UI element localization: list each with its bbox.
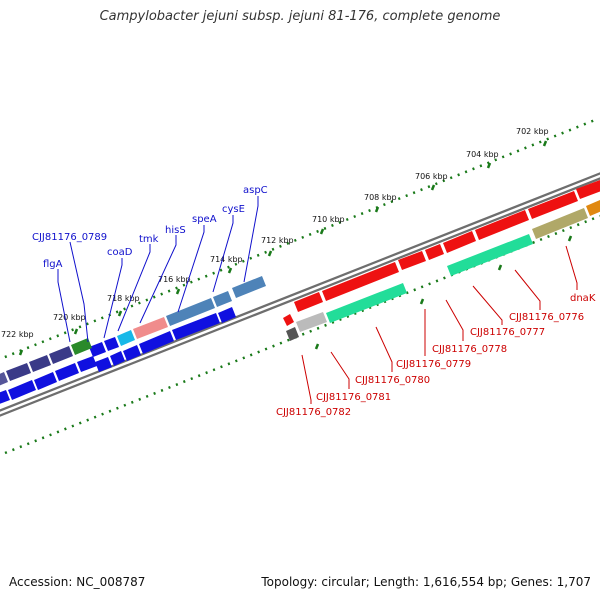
gene-arrow[interactable] — [0, 390, 10, 406]
accession-text: Accession: NC_008787 — [9, 575, 146, 589]
kbp-label: 706 kbp — [415, 172, 448, 181]
gene-label-spea[interactable]: speA — [192, 214, 217, 225]
gene-upstream-2[interactable] — [29, 355, 51, 372]
gene-hiss[interactable] — [133, 317, 168, 339]
gene-label-dnak[interactable]: dnaK — [570, 293, 596, 304]
gene-dnak[interactable] — [576, 180, 600, 199]
kbp-label: 714 kbp — [210, 255, 243, 264]
map-title: Campylobacter jejuni subsp. jejuni 81-17… — [99, 9, 501, 24]
gene-label-tmk[interactable]: tmk — [139, 234, 159, 245]
kbp-label: 718 kbp — [107, 294, 140, 303]
gene-arrow[interactable] — [95, 357, 112, 372]
gene-label-cyse[interactable]: cysE — [222, 204, 245, 215]
genome-backbone — [0, 172, 600, 417]
gene-label-cjj81176-0781[interactable]: CJJ81176_0781 — [316, 392, 391, 403]
kbp-label: 710 kbp — [312, 215, 345, 224]
gene-dark-gray[interactable] — [286, 327, 299, 341]
kbp-label: 722 kbp — [1, 330, 34, 339]
gene-label-cjj81176-0789[interactable]: CJJ81176_0789 — [32, 232, 107, 243]
kbp-label: 702 kbp — [516, 127, 549, 136]
gene-cjj81176-0781[interactable] — [322, 262, 399, 301]
gene-label-cjj81176-0782[interactable]: CJJ81176_0782 — [276, 407, 351, 418]
gene-arrow[interactable] — [123, 345, 141, 361]
gene-label-hiss[interactable]: hisS — [165, 225, 186, 236]
gene-cjj81176-0778[interactable] — [443, 231, 476, 253]
gene-upstream-0[interactable] — [0, 372, 8, 388]
kbp-ticks — [18, 140, 573, 356]
topology-text: Topology: circular; Length: 1,616,554 bp… — [261, 575, 591, 589]
gene-cjj81176-0780[interactable] — [398, 251, 426, 270]
gene-tmk[interactable] — [117, 330, 135, 346]
gene-red-small[interactable] — [283, 314, 294, 326]
kbp-label: 708 kbp — [364, 193, 397, 202]
gene-cjj81176-0776[interactable] — [528, 191, 578, 219]
gene-upstream-1[interactable] — [6, 363, 31, 381]
reverse-gene-row-outer — [283, 180, 600, 326]
gene-label-cjj81176-0779[interactable]: CJJ81176_0779 — [396, 359, 471, 370]
gene-silver[interactable] — [296, 312, 327, 332]
gene-label-aspc[interactable]: aspC — [243, 185, 268, 196]
reverse-leaders — [301, 245, 578, 404]
gene-cjj81176-0789[interactable] — [89, 342, 106, 357]
gene-label-cjj81176-0776[interactable]: CJJ81176_0776 — [509, 312, 584, 323]
gene-coad[interactable] — [104, 337, 119, 351]
gene-arrow[interactable] — [55, 363, 79, 381]
gene-label-flga[interactable]: flgA — [43, 259, 63, 270]
forward-leaders — [57, 196, 259, 343]
gene-arrow[interactable] — [34, 372, 57, 390]
gene-arrow[interactable] — [110, 351, 125, 366]
gene-arrow[interactable] — [172, 313, 220, 340]
gene-cjj81176-0779[interactable] — [425, 244, 444, 260]
kbp-label: 712 kbp — [261, 236, 294, 245]
gene-label-cjj81176-0777[interactable]: CJJ81176_0777 — [470, 327, 545, 338]
kbp-label: 716 kbp — [158, 275, 191, 284]
gene-cyse[interactable] — [213, 291, 232, 307]
gene-spea[interactable] — [166, 298, 215, 326]
gene-arrow[interactable] — [77, 356, 97, 372]
gene-arrow[interactable] — [139, 331, 174, 354]
gene-label-coad[interactable]: coaD — [107, 247, 133, 258]
gene-upstream-3[interactable] — [49, 346, 73, 364]
gene-arrow[interactable] — [8, 380, 36, 400]
gene-teal-b[interactable] — [326, 283, 407, 323]
inner-dotted-ring — [4, 214, 600, 455]
forward-gene-row-outer — [0, 276, 266, 388]
gene-teal-a[interactable] — [447, 234, 533, 276]
gene-olive[interactable] — [532, 208, 588, 239]
kbp-label: 704 kbp — [466, 150, 499, 159]
gene-cjj81176-0777[interactable] — [475, 210, 529, 240]
gene-arrow[interactable] — [218, 307, 236, 323]
gene-flga[interactable] — [71, 338, 92, 355]
gene-aspc[interactable] — [232, 276, 266, 298]
gene-orange[interactable] — [586, 200, 600, 216]
gene-label-cjj81176-0780[interactable]: CJJ81176_0780 — [355, 375, 430, 386]
gene-cjj81176-0782[interactable] — [294, 292, 323, 312]
reverse-gene-row-inner — [286, 200, 600, 341]
kbp-label: 720 kbp — [53, 313, 86, 322]
forward-gene-row-inner — [0, 307, 236, 406]
gene-label-cjj81176-0778[interactable]: CJJ81176_0778 — [432, 344, 507, 355]
